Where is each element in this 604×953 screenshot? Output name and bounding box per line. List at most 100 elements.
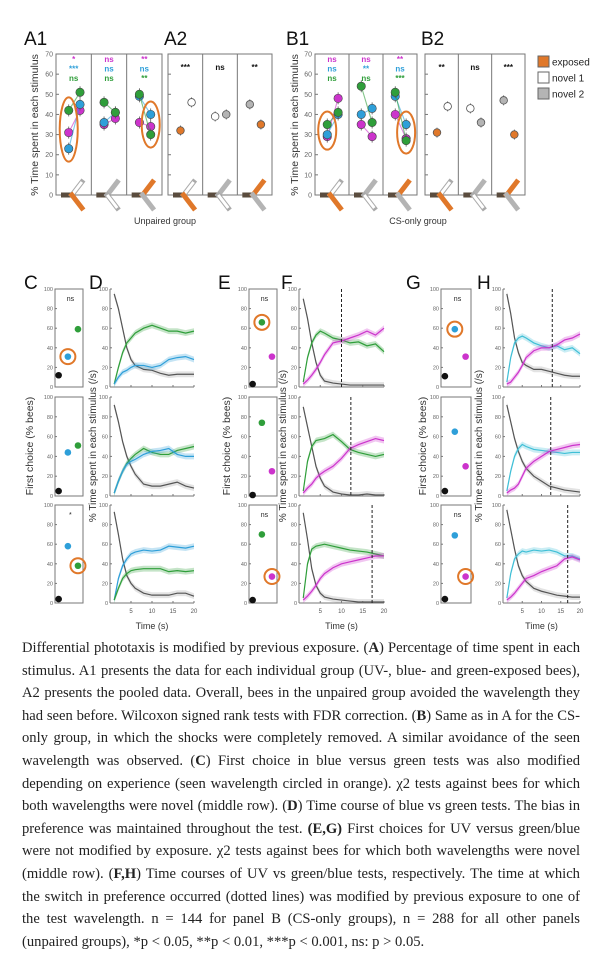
data-point-novel-1 [443,102,452,111]
plot-frame [440,504,472,604]
sem-band-magenta [506,441,580,496]
first-choice-point-blue [64,449,72,456]
maze-arm-icon [363,194,376,209]
x-tick-label: 20 [191,609,198,615]
y-tick-label: 80 [495,307,501,313]
y-tick-label: 0 [105,385,108,391]
maze-arm-icon [106,194,119,209]
panel-label: G [406,273,421,294]
significance-label: ** [141,74,148,83]
caption-label-d: D [287,798,298,815]
y-tick-label: 50 [45,92,53,99]
exposed-highlight-ellipse [140,100,161,149]
data-point-blue [146,109,156,119]
first-choice-point-black [441,595,449,603]
significance-label: ns [454,512,462,519]
y-axis-label: First choice (% bees) [24,397,36,496]
data-point-magenta [367,132,377,142]
significance-label: * [72,55,76,64]
maze-arm-icon [180,191,198,212]
exposed-highlight-circle [446,320,464,338]
y-tick-label: 40 [495,346,501,352]
y-tick-label: 20 [291,474,297,480]
first-choice-point-black [249,491,256,499]
y-tick-label: 30 [304,132,312,139]
y-tick-label: 50 [304,92,312,99]
start-arm-icon [496,192,507,198]
x-tick-label: 5 [319,609,323,615]
y-axis-label: % Time spent in each stimulus (/s) [88,370,99,522]
data-point-green [99,97,109,107]
legend-swatch [537,55,550,68]
maze-arm-icon [394,191,412,212]
y-tick-label: 40 [47,454,53,460]
caption-label-fh: F,H [113,865,137,882]
first-choice-point-magenta [268,353,276,360]
data-point-blue [75,99,85,109]
time-course-line-blue [113,545,195,601]
exposed-highlight-ellipse [396,110,417,155]
y-tick-label: 60 [291,435,297,441]
time-course-line-grey [506,293,580,377]
y-tick-label: 60 [102,435,108,441]
y-tick-label: 10 [45,172,53,179]
first-choice-point-black [55,595,62,603]
y-tick-label: 60 [495,326,501,332]
x-tick-label: 15 [170,609,177,615]
data-point-blue [356,109,366,119]
y-tick-label: 60 [45,72,53,79]
data-point-green [322,120,332,130]
y-axis-label: First choice (% bees) [417,397,429,496]
time-course-line-grey [506,509,580,598]
time-course-line-grey [506,404,581,493]
y-tick-label: 80 [47,415,53,421]
start-arm-icon [388,192,399,198]
significance-label: ns [104,74,114,83]
data-point-green [110,107,120,117]
x-tick-label: 15 [359,609,366,615]
y-tick-label: 0 [294,385,297,391]
y-tick-label: 70 [304,52,312,59]
maze-arm-icon [139,191,157,212]
time-course-line-green [302,543,385,599]
y-tick-label: 60 [241,326,247,332]
y-tick-label: 80 [47,523,53,529]
panel-label: A1 [24,29,47,50]
data-point-novel-2 [245,100,255,109]
group-label: CS-only group [389,216,447,226]
significance-label: ns [454,296,462,303]
first-choice-point-black [441,372,449,380]
y-tick-label: 20 [433,365,439,371]
y-tick-label: 20 [102,474,108,480]
exposed-highlight-circle [457,568,475,586]
legend-label: novel 1 [552,74,585,85]
y-tick-label: 100 [44,395,53,401]
significance-label: ns [361,55,371,64]
y-tick-label: 0 [244,601,247,607]
y-tick-label: 0 [498,494,501,500]
first-choice-point-green [74,562,82,570]
x-tick-label: 5 [129,609,133,615]
x-axis-label: Time (s) [325,621,358,631]
significance-label: ** [141,55,148,64]
series-connector [68,104,81,149]
exposed-highlight-ellipse [317,110,338,151]
figure-caption: Differential phototaxis is modified by p… [22,637,580,953]
data-point-magenta [333,93,343,103]
panel-label: B2 [421,29,444,50]
significance-label: ** [363,65,370,74]
y-tick-label: 40 [433,454,439,460]
data-point-novel-2 [476,118,486,127]
first-choice-point-blue [64,542,72,550]
y-axis-label: % Time spent in each stimulus (/s) [474,370,485,522]
y-tick-label: 40 [495,454,501,460]
start-arm-icon [354,192,365,198]
group-label: Unpaired group [134,216,196,226]
first-choice-point-magenta [462,573,469,580]
y-tick-label: 20 [47,581,53,587]
data-point-novel-1 [210,112,220,121]
significance-label: ns [470,63,480,72]
y-tick-label: 0 [105,601,108,607]
data-point-novel-2 [499,96,508,105]
significance-label: ns [395,65,405,74]
